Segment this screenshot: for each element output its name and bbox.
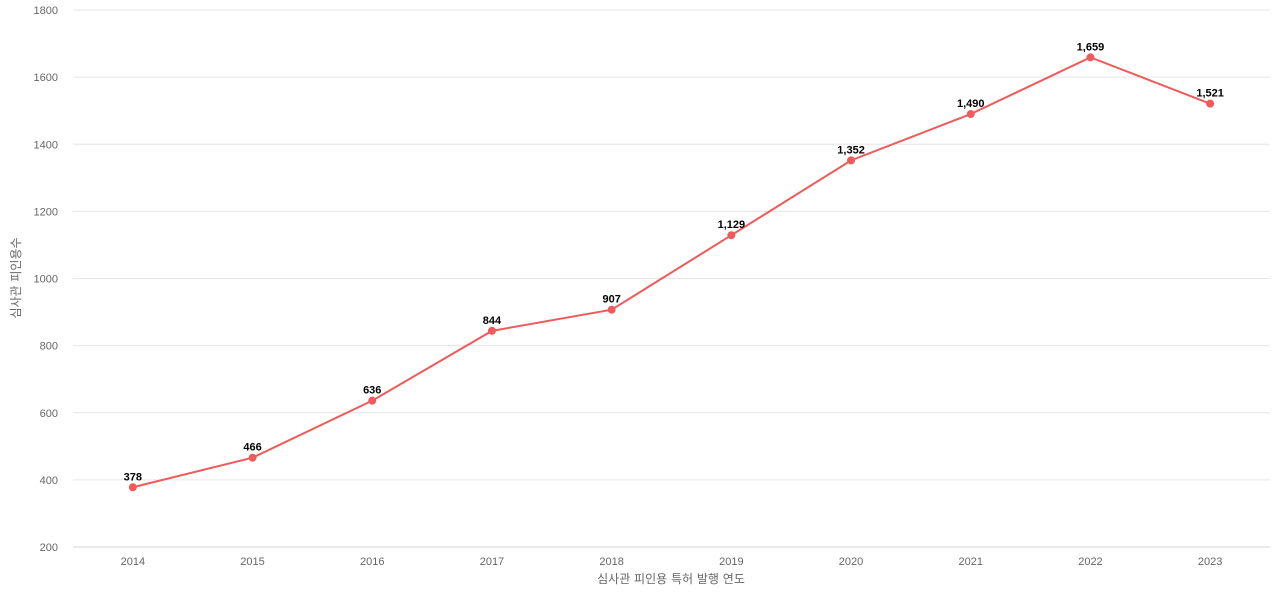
- data-label: 1,129: [718, 219, 746, 231]
- data-point: [607, 305, 616, 314]
- y-tick-label: 1200: [34, 206, 58, 218]
- y-tick-label: 200: [40, 542, 58, 554]
- x-tick-label: 2019: [719, 556, 743, 568]
- data-label: 1,659: [1077, 41, 1105, 53]
- data-label: 378: [124, 471, 142, 483]
- data-point: [128, 483, 137, 492]
- x-tick-label: 2020: [839, 556, 863, 568]
- axis-layer: 200 400 600 800 1000 1200 1400 1600 1800 2014 2015…: [34, 5, 1223, 568]
- y-tick-label: 1400: [34, 139, 58, 151]
- grid-layer: [73, 9, 1270, 548]
- data-label: 636: [363, 385, 381, 397]
- x-tick-label: 2015: [240, 556, 264, 568]
- series-line: [132, 56, 1211, 489]
- data-point: [727, 231, 736, 240]
- y-tick-label: 1600: [34, 72, 58, 84]
- x-tick-label: 2022: [1078, 556, 1102, 568]
- data-point: [487, 326, 496, 335]
- data-point: [1206, 99, 1215, 108]
- series-layer: [128, 53, 1215, 492]
- x-tick-label: 2021: [959, 556, 983, 568]
- y-tick-label: 1800: [34, 5, 58, 17]
- data-point: [368, 396, 377, 405]
- data-label: 1,521: [1196, 88, 1224, 100]
- y-axis-title: 심사관 피인용수: [9, 237, 23, 318]
- data-point: [847, 156, 856, 165]
- x-tick-label: 2016: [360, 556, 384, 568]
- data-label: 1,352: [837, 144, 865, 156]
- x-tick-label: 2023: [1198, 556, 1222, 568]
- x-axis-title: 심사관 피인용 특허 발행 연도: [597, 571, 745, 586]
- data-label: 907: [602, 294, 620, 306]
- x-tick-label: 2017: [480, 556, 504, 568]
- data-point: [248, 453, 257, 462]
- y-tick-label: 1000: [34, 274, 58, 286]
- x-tick-label: 2018: [599, 556, 623, 568]
- y-tick-label: 600: [40, 408, 58, 420]
- data-point: [1086, 53, 1095, 62]
- data-label: 1,490: [957, 98, 985, 110]
- data-point: [966, 110, 975, 119]
- data-label-layer: 378 466 636 844 907 1,129 1,352 1,490 1,659 1,521: [124, 41, 1224, 483]
- x-tick-label: 2014: [121, 556, 145, 568]
- y-tick-label: 800: [40, 341, 58, 353]
- data-label: 844: [483, 315, 502, 327]
- y-tick-label: 400: [40, 475, 58, 487]
- data-label: 466: [243, 442, 261, 454]
